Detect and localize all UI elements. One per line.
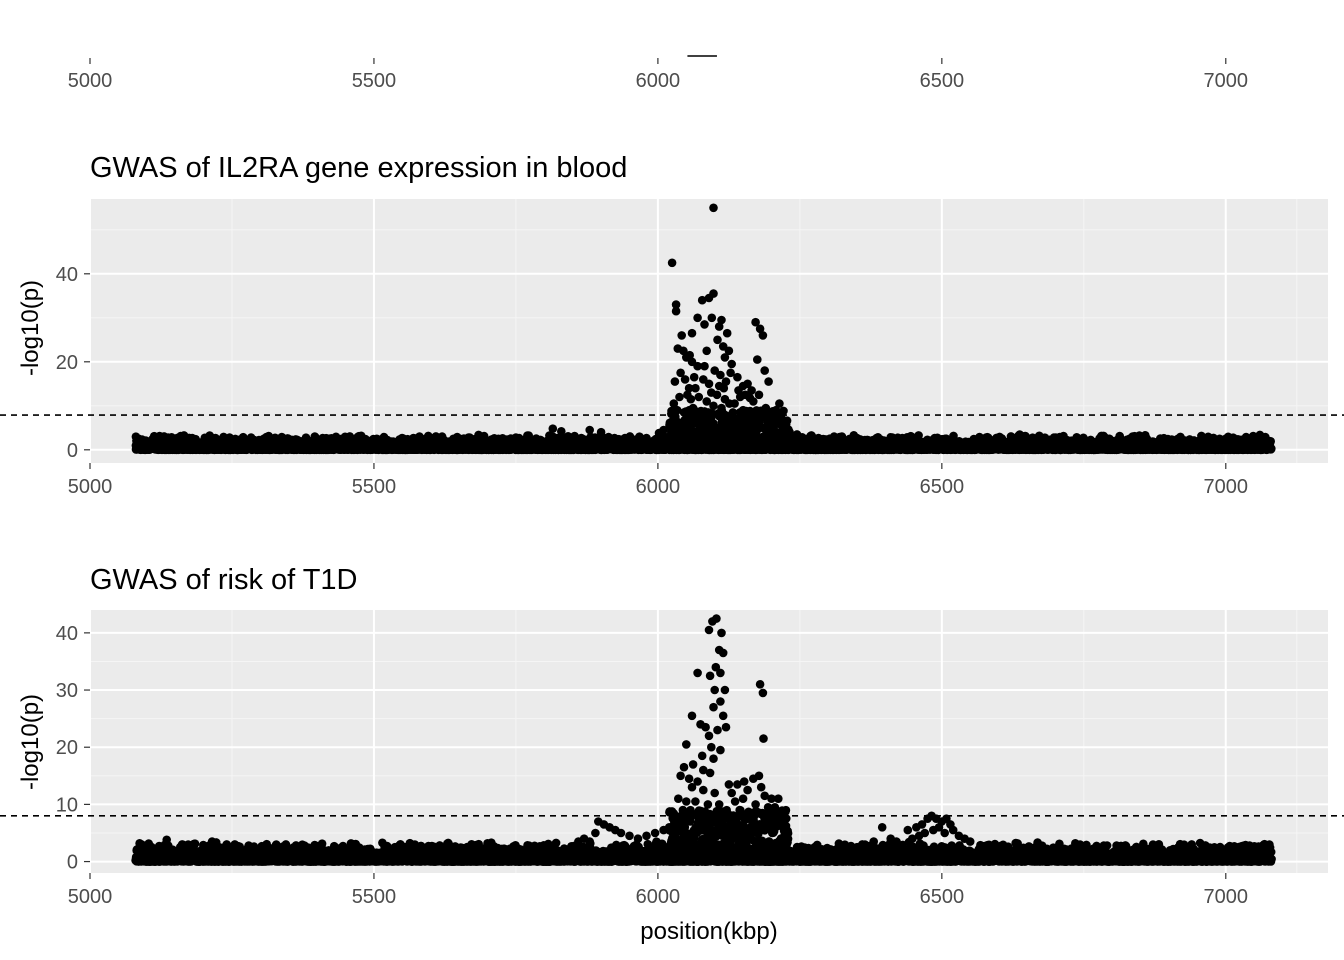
panel-title-il2ra: GWAS of IL2RA gene expression in blood — [90, 152, 627, 184]
il2ra-expression-panel: GWAS of IL2RA gene expression in blood -… — [0, 152, 1344, 498]
y-axis-label-il2ra: -log10(p) — [17, 280, 44, 376]
x-tick-label: 6500 — [920, 70, 965, 92]
x-tick-label: 5000 — [68, 70, 113, 92]
x-tick-label: 7000 — [1204, 70, 1249, 92]
x-tick-label: 5500 — [352, 70, 397, 92]
gene-track-panel: 5000 5500 6000 6500 7000 — [68, 55, 1249, 92]
x-tick-label: 6000 — [636, 70, 681, 92]
data-point — [1267, 444, 1276, 453]
data-points — [131, 203, 1276, 455]
